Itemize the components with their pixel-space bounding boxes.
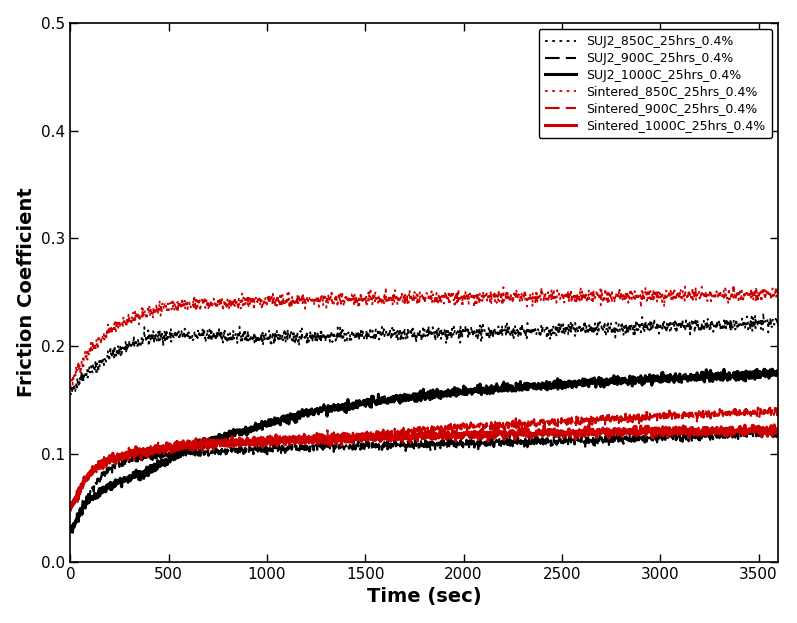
SUJ2_900C_25hrs_0.4% [410,436,420,444]
SUJ2_1000C_25hrs_0.4% [68,528,77,536]
Y-axis label: Friction Coefficient: Friction Coefficient [17,188,36,397]
Sintered_900C_25hrs_0.4% [391,425,401,432]
SUJ2_900C_25hrs_0.4% [753,431,763,439]
Line: SUJ2_850C_25hrs_0.4%: SUJ2_850C_25hrs_0.4% [70,313,778,394]
SUJ2_1000C_25hrs_0.4% [391,392,401,399]
SUJ2_900C_25hrs_0.4% [65,527,75,535]
Sintered_900C_25hrs_0.4% [773,406,783,413]
SUJ2_900C_25hrs_0.4% [768,422,777,430]
SUJ2_1000C_25hrs_0.4% [753,370,763,378]
Sintered_1000C_25hrs_0.4% [773,429,783,436]
Sintered_900C_25hrs_0.4% [741,404,751,411]
Sintered_1000C_25hrs_0.4% [65,506,75,513]
Line: Sintered_900C_25hrs_0.4%: Sintered_900C_25hrs_0.4% [70,407,778,511]
SUJ2_850C_25hrs_0.4% [66,391,76,398]
SUJ2_850C_25hrs_0.4% [65,389,75,397]
Sintered_850C_25hrs_0.4% [65,384,75,391]
Sintered_1000C_25hrs_0.4% [752,425,762,432]
Sintered_1000C_25hrs_0.4% [102,462,112,470]
SUJ2_1000C_25hrs_0.4% [753,369,763,376]
Sintered_1000C_25hrs_0.4% [623,429,633,437]
Sintered_850C_25hrs_0.4% [391,295,401,302]
SUJ2_900C_25hrs_0.4% [773,428,783,435]
Sintered_850C_25hrs_0.4% [623,295,633,302]
Sintered_900C_25hrs_0.4% [66,507,76,515]
Sintered_1000C_25hrs_0.4% [753,425,763,432]
Sintered_900C_25hrs_0.4% [65,506,75,514]
SUJ2_850C_25hrs_0.4% [410,333,420,340]
Sintered_850C_25hrs_0.4% [102,333,112,341]
Sintered_1000C_25hrs_0.4% [769,421,779,429]
SUJ2_900C_25hrs_0.4% [102,465,112,472]
Line: Sintered_850C_25hrs_0.4%: Sintered_850C_25hrs_0.4% [70,285,778,388]
SUJ2_850C_25hrs_0.4% [759,309,768,316]
Sintered_850C_25hrs_0.4% [773,284,783,292]
Sintered_900C_25hrs_0.4% [753,404,763,411]
SUJ2_850C_25hrs_0.4% [623,324,633,331]
SUJ2_900C_25hrs_0.4% [391,442,401,450]
SUJ2_850C_25hrs_0.4% [773,321,783,329]
SUJ2_850C_25hrs_0.4% [102,356,112,364]
SUJ2_1000C_25hrs_0.4% [768,366,777,373]
SUJ2_900C_25hrs_0.4% [67,528,77,535]
Sintered_900C_25hrs_0.4% [754,404,764,412]
SUJ2_900C_25hrs_0.4% [753,427,763,434]
Line: SUJ2_900C_25hrs_0.4%: SUJ2_900C_25hrs_0.4% [70,426,778,531]
Line: Sintered_1000C_25hrs_0.4%: Sintered_1000C_25hrs_0.4% [70,425,778,510]
SUJ2_1000C_25hrs_0.4% [623,381,633,388]
SUJ2_850C_25hrs_0.4% [753,321,763,328]
Sintered_900C_25hrs_0.4% [623,416,633,424]
SUJ2_1000C_25hrs_0.4% [65,528,75,535]
Sintered_850C_25hrs_0.4% [410,288,419,296]
SUJ2_1000C_25hrs_0.4% [410,397,420,405]
Sintered_850C_25hrs_0.4% [753,290,763,297]
X-axis label: Time (sec): Time (sec) [367,587,481,606]
Legend: SUJ2_850C_25hrs_0.4%, SUJ2_900C_25hrs_0.4%, SUJ2_1000C_25hrs_0.4%, Sintered_850C: SUJ2_850C_25hrs_0.4%, SUJ2_900C_25hrs_0.… [539,29,772,138]
SUJ2_850C_25hrs_0.4% [391,328,401,335]
SUJ2_900C_25hrs_0.4% [623,435,633,442]
SUJ2_850C_25hrs_0.4% [753,318,763,326]
Sintered_1000C_25hrs_0.4% [391,434,401,441]
Sintered_1000C_25hrs_0.4% [410,429,419,436]
Line: SUJ2_1000C_25hrs_0.4%: SUJ2_1000C_25hrs_0.4% [70,369,778,532]
Sintered_850C_25hrs_0.4% [753,295,763,303]
Sintered_900C_25hrs_0.4% [102,461,112,468]
SUJ2_1000C_25hrs_0.4% [102,482,112,490]
SUJ2_1000C_25hrs_0.4% [773,372,783,379]
Sintered_900C_25hrs_0.4% [410,424,420,432]
Sintered_850C_25hrs_0.4% [728,282,738,289]
